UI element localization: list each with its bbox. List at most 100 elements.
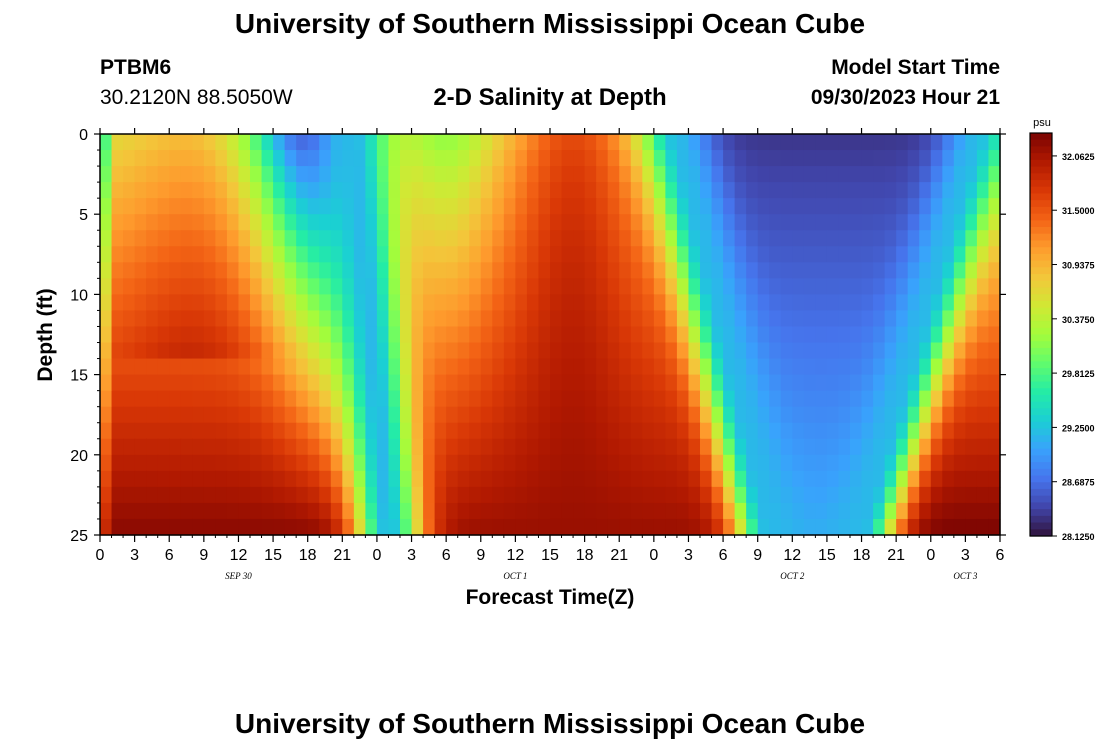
- heatmap-cell: [942, 134, 955, 151]
- heatmap-cell: [896, 326, 909, 344]
- heatmap-cell: [123, 502, 136, 520]
- heatmap-cell: [861, 438, 874, 456]
- heatmap-cell: [792, 502, 805, 520]
- heatmap-cell: [203, 278, 216, 295]
- heatmap-cell: [330, 358, 343, 376]
- colorbar-tick-label: 30.9375: [1062, 261, 1095, 271]
- colorbar-segment: [1030, 502, 1052, 510]
- heatmap-cell: [296, 230, 309, 247]
- heatmap-cell: [515, 246, 528, 263]
- heatmap-cell: [803, 486, 816, 504]
- heatmap-cell: [480, 358, 493, 376]
- heatmap-cell: [134, 198, 147, 215]
- heatmap-cell: [307, 438, 320, 456]
- heatmap-cell: [700, 214, 713, 231]
- heatmap-cell: [734, 134, 747, 151]
- heatmap-cell: [226, 278, 240, 295]
- heatmap-cell: [815, 262, 828, 279]
- heatmap-cell: [353, 390, 366, 408]
- heatmap-cell: [919, 470, 932, 488]
- heatmap-cell: [492, 166, 505, 183]
- heatmap-cell: [157, 166, 170, 183]
- heatmap-cell: [457, 246, 470, 263]
- heatmap-cell: [780, 214, 793, 231]
- heatmap-cell: [653, 342, 666, 360]
- heatmap-cell: [746, 358, 759, 376]
- heatmap-cell: [146, 198, 159, 215]
- heatmap-cell: [388, 230, 401, 247]
- heatmap-cell: [111, 262, 124, 279]
- heatmap-cell: [850, 278, 863, 295]
- heatmap-cell: [930, 422, 943, 440]
- heatmap-cell: [146, 310, 159, 328]
- heatmap-cell: [296, 134, 309, 151]
- heatmap-cell: [907, 422, 920, 440]
- heatmap-cell: [746, 374, 759, 392]
- heatmap-cell: [976, 278, 990, 295]
- heatmap-cell: [457, 310, 470, 328]
- heatmap-cell: [988, 358, 1001, 376]
- heatmap-cell: [757, 342, 770, 360]
- heatmap-cell: [676, 182, 690, 199]
- heatmap-cell: [711, 198, 724, 215]
- heatmap-cell: [146, 422, 159, 440]
- heatmap-cell: [469, 262, 482, 279]
- heatmap-cell: [480, 134, 493, 151]
- heatmap-cell: [873, 358, 886, 376]
- heatmap-cell: [111, 422, 124, 440]
- heatmap-cell: [319, 326, 332, 344]
- heatmap-cell: [757, 422, 770, 440]
- heatmap-cell: [861, 406, 874, 424]
- heatmap-cell: [100, 182, 113, 199]
- x-tick-label: 0: [649, 547, 658, 564]
- heatmap-cell: [607, 374, 620, 392]
- heatmap-cell: [757, 150, 770, 167]
- heatmap-cell: [550, 246, 563, 263]
- heatmap-cell: [676, 502, 690, 520]
- heatmap-cell: [319, 214, 332, 231]
- colorbar-segment: [1030, 381, 1052, 389]
- heatmap-cell: [561, 262, 574, 279]
- heatmap-cell: [538, 262, 551, 279]
- heatmap-cell: [550, 374, 563, 392]
- heatmap-cell: [861, 134, 874, 151]
- heatmap-cell: [515, 214, 528, 231]
- heatmap-cell: [850, 454, 863, 472]
- heatmap-cell: [803, 246, 816, 263]
- heatmap-cell: [850, 502, 863, 520]
- heatmap-cell: [815, 134, 828, 151]
- heatmap-cell: [953, 438, 966, 456]
- colorbar-segment: [1030, 394, 1052, 403]
- heatmap-cell: [723, 342, 736, 360]
- heatmap-cell: [596, 470, 609, 488]
- x-tick-label: 12: [230, 547, 248, 564]
- heatmap-cell: [388, 374, 401, 392]
- heatmap-cell: [123, 518, 136, 536]
- heatmap-cell: [988, 470, 1001, 488]
- colorbar-segment: [1030, 314, 1052, 322]
- heatmap-cell: [988, 422, 1001, 440]
- heatmap-cell: [400, 182, 413, 199]
- heatmap-cell: [111, 230, 124, 247]
- heatmap-cell: [157, 310, 170, 328]
- heatmap-cell: [907, 230, 920, 247]
- heatmap-cell: [446, 390, 459, 408]
- heatmap-cell: [688, 406, 701, 424]
- heatmap-cell: [653, 502, 666, 520]
- heatmap-cell: [226, 470, 240, 488]
- heatmap-cell: [665, 310, 678, 328]
- heatmap-cell: [665, 358, 678, 376]
- heatmap-cell: [930, 294, 943, 312]
- heatmap-cell: [319, 406, 332, 424]
- heatmap-cell: [976, 358, 990, 376]
- heatmap-cell: [261, 150, 274, 167]
- heatmap-cell: [492, 262, 505, 279]
- heatmap-cell: [111, 294, 124, 312]
- heatmap-cell: [965, 134, 978, 151]
- heatmap-cell: [838, 438, 851, 456]
- heatmap-cell: [596, 182, 609, 199]
- heatmap-cell: [769, 150, 782, 167]
- heatmap-cell: [734, 406, 747, 424]
- heatmap-cell: [353, 214, 366, 231]
- heatmap-cell: [273, 166, 286, 183]
